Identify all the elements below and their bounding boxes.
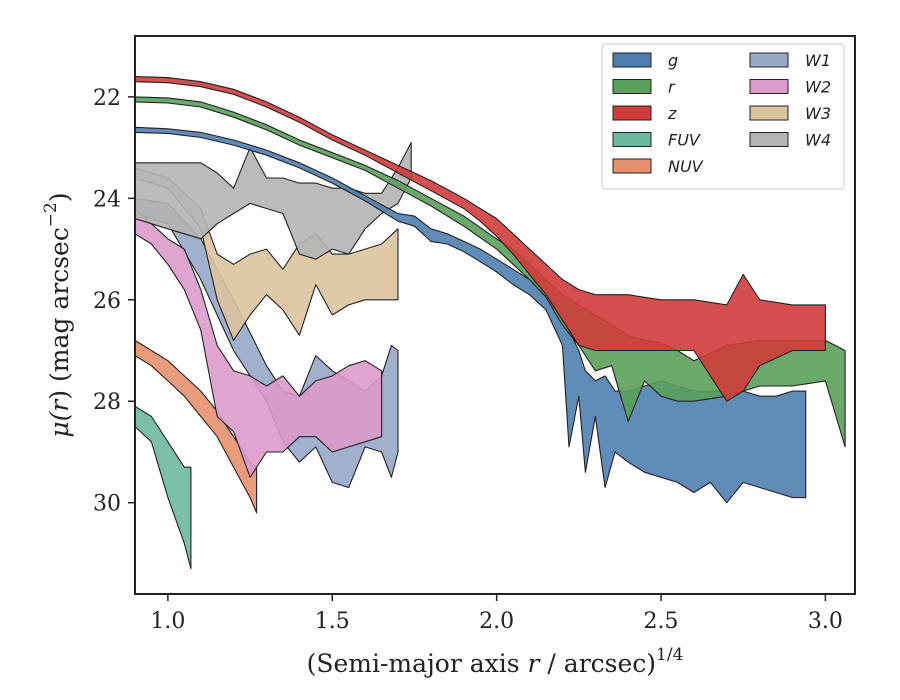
legend-swatch-nuv: [612, 158, 652, 174]
legend-swatch-g: [612, 52, 652, 68]
legend-label-fuv: FUV: [668, 131, 701, 150]
legend-label-w2: W2: [805, 78, 831, 97]
y-tick-label: 22: [93, 86, 121, 111]
legend-label-z: z: [667, 104, 677, 123]
y-axis-title: μ(r) (mag arcsec−2): [41, 192, 74, 437]
x-tick-label: 3.0: [808, 609, 843, 634]
band-fuv: [134, 405, 192, 570]
x-axis-title-rest: / arcsec): [539, 649, 656, 678]
series-bands: [134, 76, 846, 570]
x-tick-label: 1.5: [315, 609, 350, 634]
legend-label-w1: W1: [805, 51, 831, 70]
legend-label-r: r: [668, 78, 676, 97]
y-axis-title-rest: ) (mag arcsec: [45, 227, 74, 400]
band-w2: [134, 207, 383, 478]
legend-label-nuv: NUV: [668, 157, 704, 176]
x-axis-title-main: (Semi-major axis: [307, 649, 528, 678]
legend-entries: grz FUV NUV W1 W2 W3 W4: [612, 51, 831, 176]
x-tick-label: 2.5: [644, 609, 679, 634]
x-axis-ticks: 1.0 1.5 2.0 2.5 3.0: [150, 594, 843, 634]
band-r: [134, 96, 846, 448]
legend-swatch-fuv: [612, 132, 652, 147]
x-tick-label: 2.0: [479, 609, 514, 634]
y-tick-label: 26: [93, 289, 121, 314]
y-axis-ticks: 22 24 26 28 30: [93, 86, 135, 517]
plot-frame: [134, 35, 856, 595]
band-z: [134, 76, 826, 402]
legend-swatch-w3: [749, 105, 789, 121]
y-tick-label: 28: [93, 390, 121, 415]
y-axis-title-sup: −2: [41, 202, 61, 227]
y-tick-label: 24: [93, 187, 121, 212]
legend-swatch-r: [612, 79, 652, 94]
legend-swatch-w4: [749, 132, 789, 147]
legend-swatch-w2: [749, 79, 789, 94]
legend-label-g: g: [668, 51, 678, 70]
x-tick-label: 1.0: [150, 609, 185, 634]
y-axis-title-close: ): [45, 192, 74, 202]
x-axis-title-sup: 1/4: [656, 645, 683, 665]
legend-label-w4: W4: [805, 131, 831, 150]
y-axis-title-var: r: [45, 398, 74, 412]
legend-label-w3: W3: [805, 104, 831, 123]
legend-swatch-w1: [749, 52, 789, 68]
band-nuv: [134, 339, 258, 514]
y-tick-label: 30: [93, 492, 121, 517]
band-g: [134, 126, 807, 504]
y-axis-title-mu: μ(: [45, 410, 74, 437]
x-axis-title-var: r: [528, 649, 542, 678]
legend: grz FUV NUV W1 W2 W3 W4: [601, 43, 845, 190]
legend-swatch-z: [612, 105, 652, 121]
x-axis-title: (Semi-major axis r / arcsec)1/4: [307, 645, 684, 678]
